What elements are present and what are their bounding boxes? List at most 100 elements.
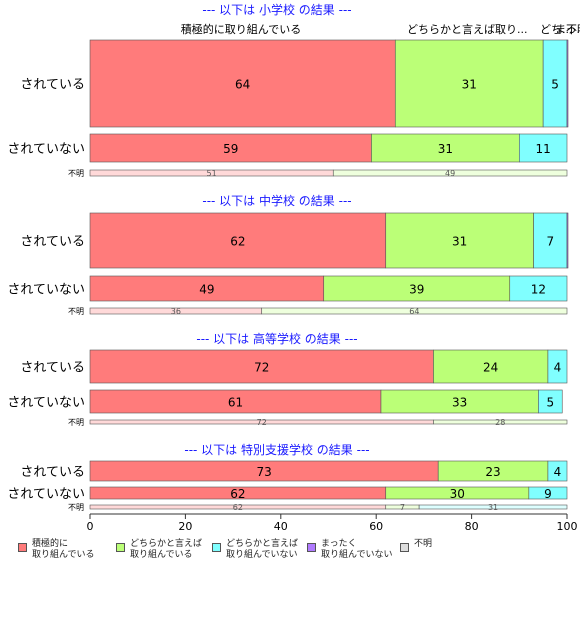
- row-label: されている: [20, 465, 85, 480]
- data-label: 73: [256, 465, 271, 479]
- data-label: 11: [536, 142, 551, 156]
- legend: 積極的に 取り組んでいる どちらかと言えば 取り組んでいる どちらかと言えば 取…: [18, 539, 578, 569]
- data-label: 30: [450, 487, 465, 501]
- data-label: 33: [452, 396, 467, 410]
- data-label: 31: [462, 78, 477, 92]
- legend-item-unknown: 不明: [400, 539, 432, 552]
- data-label: 28: [495, 418, 505, 427]
- data-label: 49: [445, 169, 455, 178]
- data-label: 7: [546, 235, 554, 249]
- top-label-somewhat-active: どちらかと言えば取り...: [407, 23, 528, 36]
- data-label: 31: [452, 235, 467, 249]
- bar-segment-somewhat-active: [371, 133, 520, 163]
- data-label: 59: [223, 142, 238, 156]
- top-label-inactive: まっ...: [555, 23, 580, 36]
- x-tick-label: 60: [369, 520, 383, 533]
- bar-segment-somewhat-active: [394, 39, 544, 128]
- bar-segment-somewhat-inactive: [418, 504, 568, 510]
- legend-label: どちらかと言えば 取り組んでいない: [226, 539, 299, 560]
- top-label-unknown: 不明: [566, 23, 580, 36]
- data-label: 4: [554, 465, 562, 479]
- data-label: 62: [230, 487, 245, 501]
- data-label: 62: [230, 235, 245, 249]
- bar-segment-somewhat-inactive: [528, 486, 568, 500]
- data-label: 49: [199, 283, 214, 297]
- data-label: 5: [551, 78, 559, 92]
- row-label: 不明: [68, 169, 84, 178]
- bar-segment-somewhat-inactive: [509, 275, 568, 302]
- bar-segment-inactive: [566, 39, 569, 128]
- data-label: 62: [233, 503, 243, 512]
- legend-swatch: [307, 543, 316, 552]
- legend-item-inactive: まったく 取り組んでいない: [307, 539, 393, 561]
- top-label-active: 積極的に取り組んでいる: [181, 22, 301, 36]
- row-label: 不明: [68, 503, 84, 512]
- bar-segment-active: [89, 212, 387, 269]
- data-label: 36: [171, 307, 181, 316]
- data-label: 61: [228, 396, 243, 410]
- x-tick-label: 100: [557, 520, 578, 533]
- row-label: 不明: [68, 418, 84, 427]
- data-label: 9: [544, 487, 552, 501]
- x-tick-label: 40: [274, 520, 288, 533]
- group-title: --- 以下は 小学校 の結果 ---: [202, 2, 351, 17]
- bar-segment-somewhat-active: [385, 212, 534, 269]
- group-title: --- 以下は 特別支援学校 の結果 ---: [184, 442, 369, 457]
- legend-swatch: [212, 543, 221, 552]
- data-label: 72: [257, 418, 267, 427]
- group-title: --- 以下は 中学校 の結果 ---: [202, 193, 351, 208]
- data-label: 12: [531, 283, 546, 297]
- row-label: されていない: [7, 142, 85, 157]
- legend-item-somewhat-active: どちらかと言えば 取り組んでいる: [116, 539, 202, 561]
- data-label: 24: [483, 361, 498, 375]
- bar-segment-somewhat-active: [323, 275, 511, 302]
- x-tick-label: 80: [465, 520, 479, 533]
- bar-segment-somewhat-active: [332, 169, 568, 177]
- bar-segment-somewhat-inactive: [547, 349, 568, 384]
- bar-segment-active: [89, 39, 396, 128]
- bar-segment-somewhat-inactive: [538, 389, 563, 414]
- data-label: 4: [554, 361, 562, 375]
- bar-segment-somewhat-inactive: [533, 212, 568, 269]
- bar-segment-active: [89, 133, 372, 163]
- data-label: 5: [546, 396, 554, 410]
- legend-label: まったく 取り組んでいない: [321, 539, 393, 560]
- legend-swatch: [116, 543, 125, 552]
- legend-item-somewhat-inactive: どちらかと言えば 取り組んでいない: [212, 539, 298, 561]
- row-label: されている: [20, 235, 85, 250]
- data-label: 31: [438, 142, 453, 156]
- data-label: 7: [400, 503, 405, 512]
- bar-segment-somewhat-active: [433, 349, 549, 384]
- row-label: されている: [20, 361, 85, 376]
- top-label-somewhat-inactive: どち...: [540, 23, 573, 36]
- legend-item-active: 積極的に 取り組んでいる: [18, 539, 95, 561]
- row-label: 不明: [68, 307, 84, 316]
- data-label: 64: [235, 78, 250, 92]
- data-label: 39: [409, 283, 424, 297]
- legend-swatch: [400, 543, 409, 552]
- legend-label: どちらかと言えば 取り組んでいる: [130, 539, 203, 560]
- bar-segment-active: [89, 349, 434, 384]
- data-label: 31: [488, 503, 498, 512]
- row-label: されていない: [7, 396, 85, 411]
- legend-label: 不明: [414, 539, 433, 549]
- row-label: されていない: [7, 487, 85, 502]
- legend-swatch: [18, 543, 27, 552]
- data-label: 72: [254, 361, 269, 375]
- bar-segment-somewhat-active: [433, 419, 568, 425]
- row-label: されている: [20, 78, 85, 93]
- data-label: 51: [207, 169, 217, 178]
- bar-segment-active: [89, 275, 325, 302]
- data-label: 23: [485, 465, 500, 479]
- bar-segment-somewhat-inactive: [518, 133, 568, 163]
- bar-segment-inactive: [566, 212, 569, 269]
- bar-segment-somewhat-inactive: [547, 460, 568, 482]
- bar-segment-somewhat-active: [261, 307, 568, 315]
- x-tick-label: 0: [87, 520, 94, 533]
- row-label: されていない: [7, 283, 85, 298]
- data-label: 64: [409, 307, 419, 316]
- group-title: --- 以下は 高等学校 の結果 ---: [196, 331, 357, 346]
- legend-label: 積極的に 取り組んでいる: [32, 539, 95, 560]
- x-tick-label: 20: [178, 520, 192, 533]
